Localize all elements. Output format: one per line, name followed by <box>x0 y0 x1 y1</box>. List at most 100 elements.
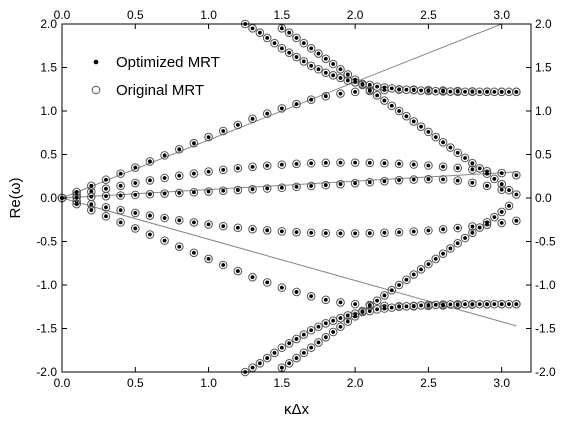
original-mrt-point-38 <box>145 211 155 220</box>
original-mrt-point-296 <box>482 218 492 227</box>
optimized-mrt-point-23 <box>397 161 401 166</box>
original-mrt-point-199 <box>248 363 257 372</box>
original-mrt-point-97 <box>72 187 81 197</box>
original-mrt-point-100 <box>116 169 125 178</box>
optimized-mrt-point-232 <box>492 302 497 307</box>
optimized-mrt-point-186 <box>433 89 438 94</box>
optimized-mrt-point-102 <box>148 159 152 164</box>
optimized-mrt-point-174 <box>345 78 350 83</box>
original-mrt-point-263 <box>475 164 485 173</box>
original-mrt-point-111 <box>277 104 287 113</box>
original-mrt-point-9 <box>189 169 199 178</box>
original-mrt-point-168 <box>299 57 309 66</box>
optimized-mrt-point-92 <box>470 180 475 185</box>
original-mrt-point-297 <box>490 212 499 222</box>
optimized-mrt-point-279 <box>360 309 365 313</box>
original-mrt-point-132 <box>116 218 125 227</box>
optimized-mrt-point-179 <box>382 85 387 90</box>
original-mrt-point-86 <box>380 176 389 186</box>
optimized-mrt-point-48 <box>294 230 299 235</box>
optimized-mrt-point-298 <box>499 210 504 214</box>
optimized-mrt-point-178 <box>375 84 380 89</box>
original-mrt-point-210 <box>328 316 338 325</box>
original-mrt-point-82 <box>321 180 331 190</box>
original-mrt-point-92 <box>468 178 477 188</box>
optimized-mrt-point-280 <box>367 303 372 308</box>
optimized-mrt-point-219 <box>397 304 401 309</box>
optimized-mrt-point-257 <box>433 135 438 140</box>
optimized-mrt-point-209 <box>323 321 328 326</box>
original-mrt-point-79 <box>277 183 287 193</box>
optimized-mrt-point-145 <box>309 294 314 299</box>
original-mrt-point-58 <box>438 225 448 234</box>
original-mrt-point-35 <box>101 203 111 212</box>
original-mrt-point-54 <box>380 228 389 238</box>
optimized-mrt-point-161 <box>250 26 255 31</box>
x-tick-label-bottom: 0.0 <box>54 376 71 390</box>
original-mrt-point-165 <box>277 44 287 53</box>
optimized-mrt-point-103 <box>162 153 167 158</box>
original-mrt-point-265 <box>490 174 499 184</box>
optimized-mrt-point-247 <box>360 83 365 87</box>
y-tick-label-right: 2.0 <box>535 17 552 31</box>
optimized-mrt-point-222 <box>419 303 423 308</box>
original-mrt-point-200 <box>255 359 265 368</box>
original-mrt-point-142 <box>262 278 272 287</box>
optimized-mrt-point-82 <box>323 183 328 188</box>
optimized-mrt-point-164 <box>272 41 277 46</box>
original-mrt-point-139 <box>218 260 228 270</box>
original-mrt-point-253 <box>402 111 411 121</box>
optimized-mrt-point-95 <box>514 192 519 197</box>
y-tick-label-right: -1.5 <box>535 322 556 336</box>
original-mrt-point-260 <box>453 148 463 158</box>
optimized-mrt-point-35 <box>104 205 108 210</box>
optimized-mrt-point-55 <box>397 230 401 235</box>
y-axis-label: Re(ω) <box>7 178 24 219</box>
y-tick-label-left: -1.0 <box>36 278 57 292</box>
optimized-mrt-point-245 <box>345 72 350 77</box>
optimized-mrt-point-165 <box>279 46 284 51</box>
original-mrt-point-50 <box>321 228 331 238</box>
original-mrt-point-283 <box>387 285 397 295</box>
optimized-mrt-point-43 <box>221 224 226 229</box>
optimized-mrt-point-188 <box>448 89 453 94</box>
original-mrt-point-62 <box>497 218 506 228</box>
original-mrt-point-98 <box>87 181 96 191</box>
optimized-mrt-point-112 <box>294 102 299 106</box>
optimized-mrt-point-168 <box>301 59 306 64</box>
original-mrt-point-241 <box>314 49 323 58</box>
original-mrt-point-162 <box>255 28 265 38</box>
optimized-mrt-point-207 <box>309 328 314 333</box>
original-mrt-point-169 <box>306 61 316 71</box>
original-mrt-point-284 <box>394 280 404 290</box>
optimized-mrt-point-74 <box>206 189 211 194</box>
optimized-mrt-point-137 <box>192 250 196 255</box>
original-mrt-point-105 <box>189 138 199 148</box>
original-mrt-point-53 <box>365 228 375 238</box>
optimized-mrt-point-147 <box>338 300 343 305</box>
y-tick-label-left: 1.5 <box>40 61 57 75</box>
optimized-mrt-point-7 <box>162 176 167 180</box>
optimized-mrt-point-114 <box>323 94 328 99</box>
optimized-mrt-point-211 <box>338 316 343 320</box>
optimized-mrt-point-36 <box>118 208 123 213</box>
original-mrt-point-298 <box>497 207 506 217</box>
optimized-mrt-point-89 <box>426 177 431 182</box>
optimized-mrt-point-185 <box>426 89 431 93</box>
optimized-mrt-point-110 <box>265 111 270 116</box>
original-mrt-point-12 <box>233 163 243 173</box>
x-tick-label-top: 3.0 <box>493 8 510 22</box>
original-mrt-point-56 <box>409 227 419 236</box>
optimized-mrt-point-99 <box>104 177 108 182</box>
legend-label-original: Original MRT <box>116 82 204 99</box>
optimized-mrt-point-271 <box>301 350 306 355</box>
original-mrt-point-135 <box>160 236 169 245</box>
optimized-mrt-point-68 <box>118 193 123 198</box>
x-tick-label-bottom: 2.0 <box>347 376 364 390</box>
optimized-mrt-point-284 <box>397 283 401 287</box>
original-mrt-point-206 <box>299 330 309 339</box>
optimized-mrt-point-141 <box>250 275 255 280</box>
original-mrt-point-292 <box>453 238 463 248</box>
optimized-mrt-point-194 <box>492 89 497 94</box>
